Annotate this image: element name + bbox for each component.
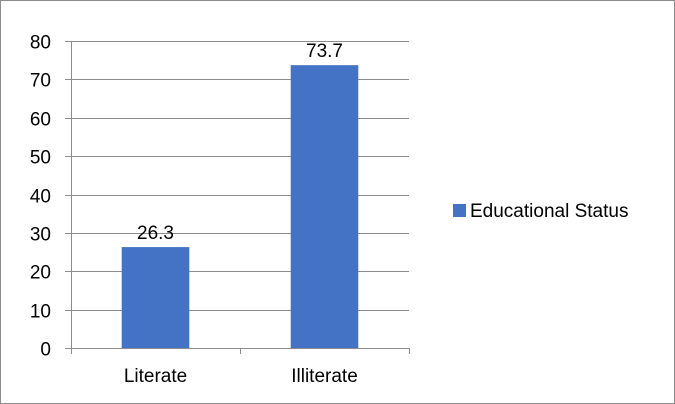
legend-label: Educational Status [470, 201, 628, 222]
y-tick-label: 20 [30, 263, 51, 284]
bars [121, 65, 359, 349]
x-axis-tick-labels: Literate Illiterate [124, 366, 358, 387]
bar-literate [121, 247, 190, 348]
axes [65, 41, 410, 354]
y-tick-label: 0 [40, 340, 51, 361]
x-tick-label: Illiterate [291, 366, 358, 387]
bar-illiterate [290, 65, 359, 349]
data-label: 73.7 [306, 41, 343, 62]
y-tick-label: 10 [30, 302, 51, 323]
legend: Educational Status [453, 201, 628, 222]
legend-swatch [453, 204, 466, 217]
y-tick-label: 80 [30, 33, 51, 54]
y-tick-label: 50 [30, 148, 51, 169]
data-labels: 26.3 73.7 [137, 41, 343, 244]
y-tick-label: 40 [30, 187, 51, 208]
y-tick-label: 60 [30, 110, 51, 131]
data-label: 26.3 [137, 223, 174, 244]
y-tick-label: 30 [30, 225, 51, 246]
y-tick-label: 70 [30, 71, 51, 92]
y-axis-tick-labels: 0 10 20 30 40 50 60 70 80 [30, 33, 51, 361]
x-tick-label: Literate [124, 366, 187, 387]
